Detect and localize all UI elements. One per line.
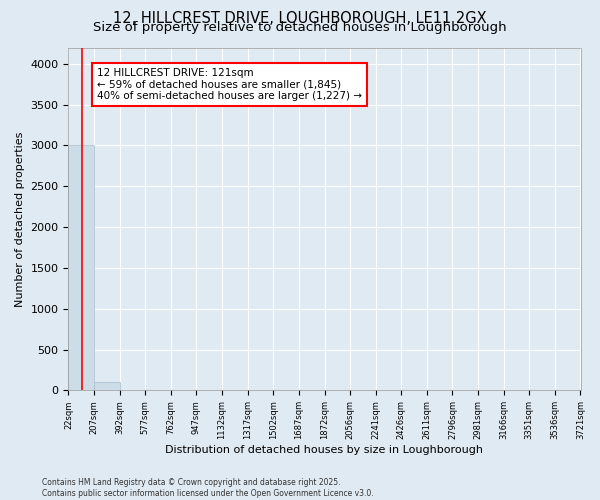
Text: Contains HM Land Registry data © Crown copyright and database right 2025.
Contai: Contains HM Land Registry data © Crown c… (42, 478, 374, 498)
X-axis label: Distribution of detached houses by size in Loughborough: Distribution of detached houses by size … (166, 445, 484, 455)
Text: 12 HILLCREST DRIVE: 121sqm
← 59% of detached houses are smaller (1,845)
40% of s: 12 HILLCREST DRIVE: 121sqm ← 59% of deta… (97, 68, 362, 101)
Bar (94, 382, 119, 390)
Bar (68, 146, 94, 390)
Y-axis label: Number of detached properties: Number of detached properties (15, 132, 25, 306)
Text: 12, HILLCREST DRIVE, LOUGHBOROUGH, LE11 2GX: 12, HILLCREST DRIVE, LOUGHBOROUGH, LE11 … (113, 11, 487, 26)
Text: Size of property relative to detached houses in Loughborough: Size of property relative to detached ho… (93, 21, 507, 34)
